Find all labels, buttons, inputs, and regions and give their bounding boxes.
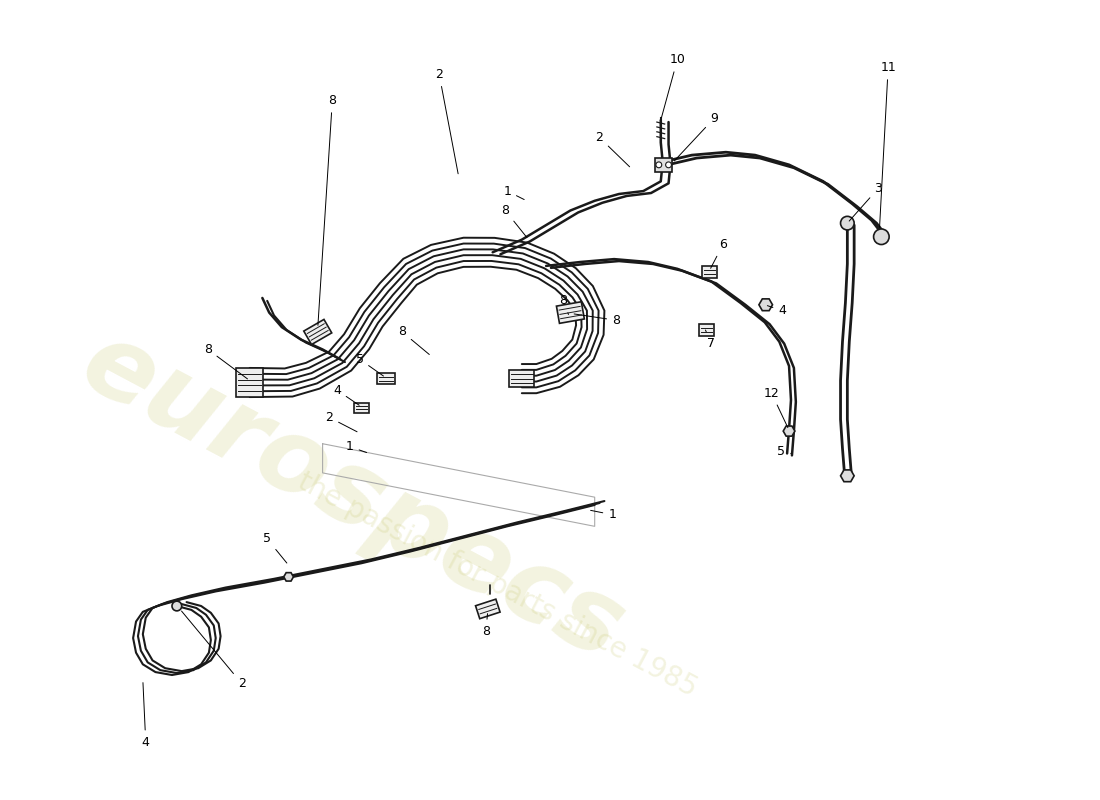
Text: 1: 1 xyxy=(345,440,366,453)
Circle shape xyxy=(172,601,182,611)
Text: 8: 8 xyxy=(318,94,337,326)
Circle shape xyxy=(840,216,854,230)
Text: 5: 5 xyxy=(778,445,791,458)
Text: 8: 8 xyxy=(502,204,527,238)
Bar xyxy=(354,403,370,413)
Text: 4: 4 xyxy=(142,682,150,749)
Text: eurospecs: eurospecs xyxy=(64,312,640,682)
Text: 8: 8 xyxy=(482,614,490,638)
Bar xyxy=(698,324,714,336)
Bar xyxy=(509,370,535,387)
Text: 12: 12 xyxy=(763,386,788,428)
Text: 5: 5 xyxy=(263,533,287,563)
Text: 8: 8 xyxy=(560,294,569,314)
Polygon shape xyxy=(840,470,854,482)
Polygon shape xyxy=(759,299,772,310)
Circle shape xyxy=(656,162,662,168)
Bar xyxy=(702,266,717,278)
Circle shape xyxy=(666,162,671,168)
Text: 1: 1 xyxy=(591,508,616,521)
Bar xyxy=(654,158,672,172)
Bar xyxy=(377,373,395,385)
Text: 11: 11 xyxy=(880,61,896,227)
Text: 2: 2 xyxy=(182,611,246,690)
Bar xyxy=(557,302,584,323)
Text: 2: 2 xyxy=(436,68,458,174)
Text: 10: 10 xyxy=(661,54,685,118)
Bar xyxy=(236,368,263,397)
Text: 8: 8 xyxy=(398,326,429,354)
Text: 1: 1 xyxy=(504,185,525,199)
Text: 4: 4 xyxy=(768,304,786,317)
Text: 5: 5 xyxy=(355,353,384,376)
Text: 9: 9 xyxy=(674,112,718,161)
Text: 4: 4 xyxy=(333,384,360,406)
Polygon shape xyxy=(783,426,795,436)
Text: 7: 7 xyxy=(705,330,715,350)
Text: 8: 8 xyxy=(574,314,620,327)
Text: 3: 3 xyxy=(849,182,882,221)
Polygon shape xyxy=(284,573,294,581)
Bar xyxy=(304,319,332,345)
Text: 2: 2 xyxy=(595,131,629,166)
Text: 2: 2 xyxy=(326,411,358,432)
Text: the passion for parts since 1985: the passion for parts since 1985 xyxy=(293,467,702,702)
Text: 6: 6 xyxy=(711,238,727,268)
Text: 8: 8 xyxy=(204,343,248,379)
Circle shape xyxy=(873,229,889,245)
Bar xyxy=(475,599,500,618)
